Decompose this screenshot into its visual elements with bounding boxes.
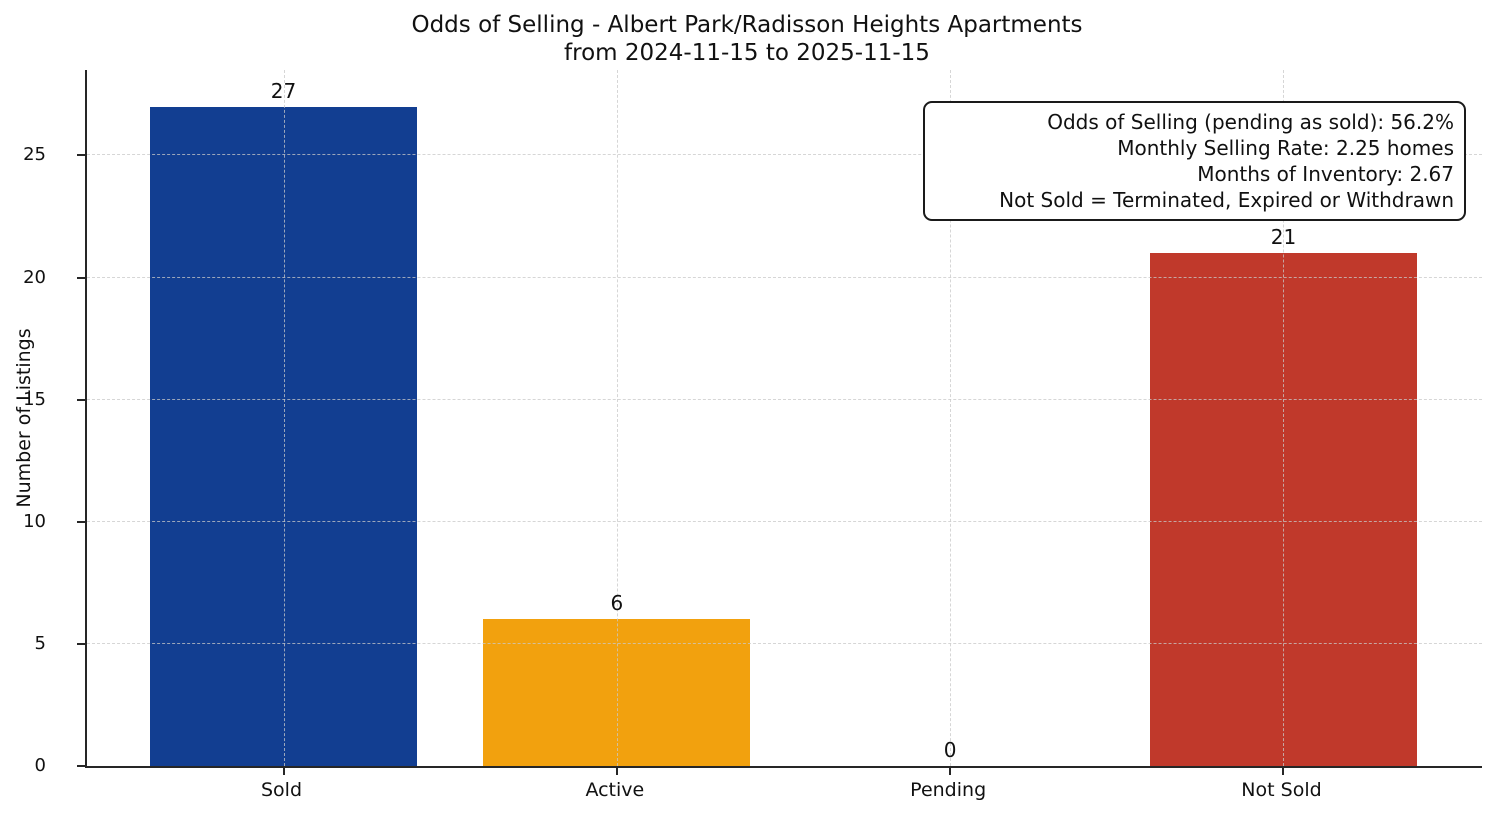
y-tick-mark <box>77 398 85 401</box>
x-tick-label: Sold <box>260 779 303 801</box>
chart-title-line2: from 2024-11-15 to 2025-11-15 <box>564 40 930 66</box>
y-axis-tick-labels: 0 5 10 15 20 25 <box>0 70 70 775</box>
x-tick-label: Active <box>585 779 645 801</box>
y-tick-label: 20 <box>23 266 46 288</box>
bar-value-label: 0 <box>943 738 957 762</box>
annotation-line: Odds of Selling (pending as sold): 56.2% <box>1047 110 1454 134</box>
annotation-line: Monthly Selling Rate: 2.25 homes <box>1117 136 1454 160</box>
annotation-line: Months of Inventory: 2.67 <box>1197 162 1454 186</box>
y-tick-mark <box>77 642 85 645</box>
stats-annotation-box: Odds of Selling (pending as sold): 56.2%… <box>923 101 1466 221</box>
bar-value-label: 27 <box>270 78 297 103</box>
bar-value-label: 21 <box>1270 225 1297 250</box>
bar-sold <box>150 106 417 766</box>
bar-not-sold <box>1149 253 1417 766</box>
x-tick-mark <box>615 768 618 775</box>
y-tick-label: 5 <box>34 632 46 654</box>
y-tick-label: 0 <box>34 755 46 776</box>
y-tick-mark <box>77 520 85 523</box>
x-tick-mark <box>949 768 952 775</box>
chart-title: Odds of Selling - Albert Park/Radisson H… <box>0 11 1494 67</box>
chart-title-line1: Odds of Selling - Albert Park/Radisson H… <box>411 12 1083 38</box>
plot-area: 27 6 0 21 <box>77 70 1482 775</box>
y-tick-mark <box>77 154 85 157</box>
annotation-line: Not Sold = Terminated, Expired or Withdr… <box>999 188 1454 212</box>
y-tick-mark <box>77 276 85 279</box>
x-tick-mark <box>1282 768 1285 775</box>
y-tick-mark <box>77 765 85 767</box>
x-tick-label: Not Sold <box>1241 779 1322 801</box>
y-tick-label: 25 <box>23 144 46 166</box>
x-tick-label: Pending <box>910 779 987 801</box>
bar-active <box>483 619 751 766</box>
x-tick-mark <box>282 768 285 775</box>
x-axis-tick-labels: Sold Active Pending Not Sold <box>85 779 1480 809</box>
bar-value-label: 6 <box>610 591 624 616</box>
y-tick-label: 10 <box>23 510 46 532</box>
y-tick-label: 15 <box>23 388 46 410</box>
